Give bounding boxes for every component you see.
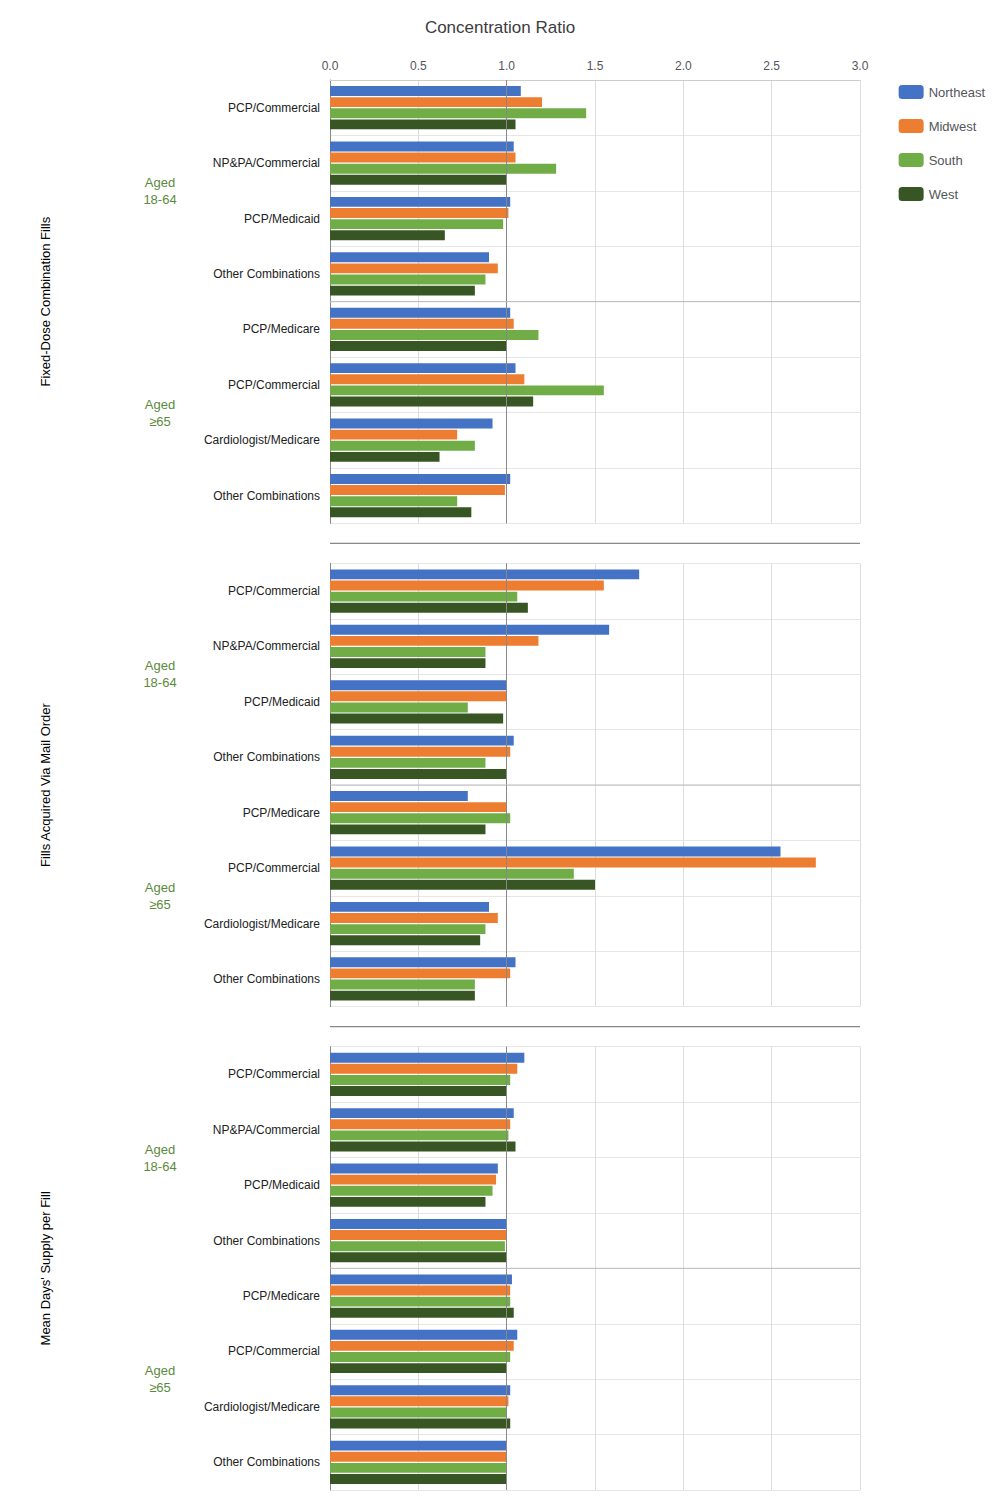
svg-text:Aged: Aged <box>145 1363 175 1378</box>
svg-text:Northeast: Northeast <box>929 85 986 100</box>
svg-text:PCP/Commercial: PCP/Commercial <box>228 101 320 115</box>
svg-text:0.5: 0.5 <box>410 59 427 73</box>
svg-text:PCP/Medicaid: PCP/Medicaid <box>244 212 320 226</box>
svg-text:PCP/Medicaid: PCP/Medicaid <box>244 695 320 709</box>
svg-text:Fixed-Dose Combination Fills: Fixed-Dose Combination Fills <box>38 216 53 386</box>
svg-text:PCP/Commercial: PCP/Commercial <box>228 378 320 392</box>
svg-text:Cardiologist/Medicare: Cardiologist/Medicare <box>204 433 320 447</box>
svg-text:Other Combinations: Other Combinations <box>213 267 320 281</box>
svg-text:PCP/Commercial: PCP/Commercial <box>228 861 320 875</box>
svg-text:≥65: ≥65 <box>149 1380 171 1395</box>
svg-text:Other Combinations: Other Combinations <box>213 1455 320 1469</box>
svg-text:1.0: 1.0 <box>498 59 515 73</box>
svg-text:NP&PA/Commercial: NP&PA/Commercial <box>213 1123 320 1137</box>
svg-text:PCP/Medicare: PCP/Medicare <box>243 806 321 820</box>
svg-text:PCP/Commercial: PCP/Commercial <box>228 1344 320 1358</box>
svg-text:West: West <box>929 187 959 202</box>
svg-text:Mean Days' Supply per Fill: Mean Days' Supply per Fill <box>38 1191 53 1345</box>
svg-text:NP&PA/Commercial: NP&PA/Commercial <box>213 639 320 653</box>
svg-text:South: South <box>929 153 963 168</box>
svg-text:18-64: 18-64 <box>143 1159 176 1174</box>
svg-text:Other Combinations: Other Combinations <box>213 489 320 503</box>
svg-text:0.0: 0.0 <box>322 59 339 73</box>
svg-text:Midwest: Midwest <box>929 119 977 134</box>
svg-text:1.5: 1.5 <box>587 59 604 73</box>
svg-text:Aged: Aged <box>145 658 175 673</box>
svg-text:PCP/Medicare: PCP/Medicare <box>243 322 321 336</box>
svg-text:NP&PA/Commercial: NP&PA/Commercial <box>213 156 320 170</box>
svg-text:≥65: ≥65 <box>149 414 171 429</box>
svg-text:Aged: Aged <box>145 880 175 895</box>
svg-text:Aged: Aged <box>145 1142 175 1157</box>
svg-text:Cardiologist/Medicare: Cardiologist/Medicare <box>204 1400 320 1414</box>
svg-text:18-64: 18-64 <box>143 192 176 207</box>
svg-text:Other Combinations: Other Combinations <box>213 972 320 986</box>
svg-text:PCP/Commercial: PCP/Commercial <box>228 1067 320 1081</box>
svg-text:Fills Acquired Via Mail Order: Fills Acquired Via Mail Order <box>38 702 53 866</box>
svg-text:PCP/Medicaid: PCP/Medicaid <box>244 1178 320 1192</box>
svg-text:Aged: Aged <box>145 397 175 412</box>
svg-text:18-64: 18-64 <box>143 675 176 690</box>
svg-text:PCP/Medicare: PCP/Medicare <box>243 1289 321 1303</box>
svg-text:3.0: 3.0 <box>852 59 869 73</box>
svg-text:Cardiologist/Medicare: Cardiologist/Medicare <box>204 917 320 931</box>
svg-text:2.0: 2.0 <box>675 59 692 73</box>
svg-text:2.5: 2.5 <box>763 59 780 73</box>
svg-text:Other Combinations: Other Combinations <box>213 750 320 764</box>
svg-text:PCP/Commercial: PCP/Commercial <box>228 584 320 598</box>
svg-text:Concentration Ratio: Concentration Ratio <box>425 18 575 37</box>
svg-text:≥65: ≥65 <box>149 897 171 912</box>
svg-text:Other Combinations: Other Combinations <box>213 1234 320 1248</box>
svg-text:Aged: Aged <box>145 175 175 190</box>
